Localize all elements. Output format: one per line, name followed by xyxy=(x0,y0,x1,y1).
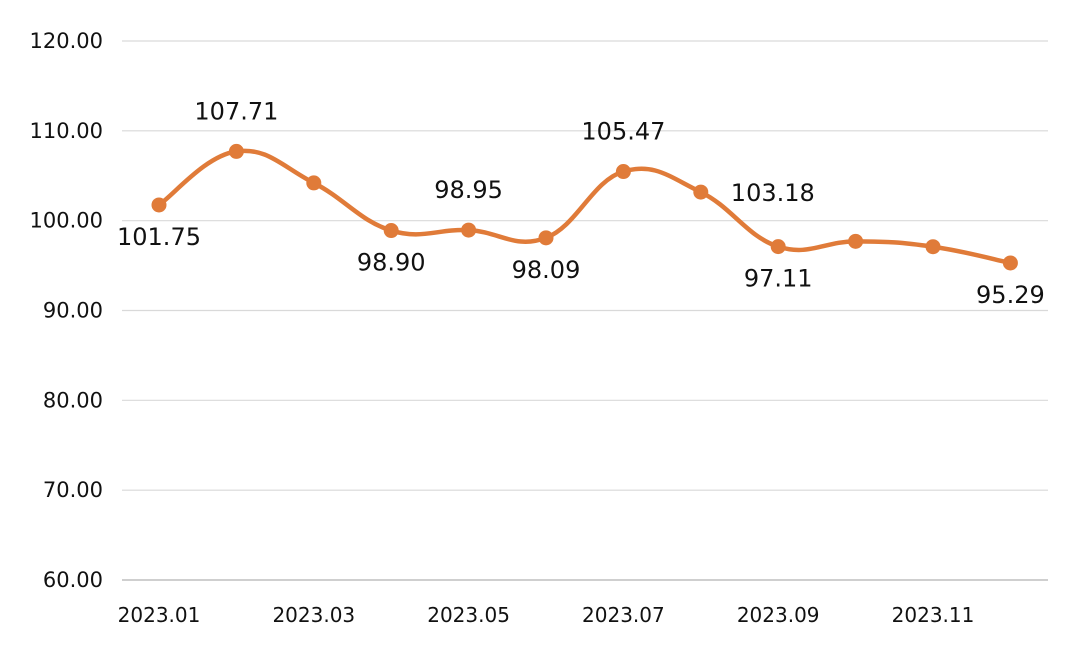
x-axis-ticks: 2023.01 2023.03 2023.05 2023.07 2023.09 2023.… xyxy=(118,603,975,627)
data-label-2023.06: 98.09 xyxy=(512,256,581,284)
y-tick-label: 90.00 xyxy=(43,299,103,323)
data-label-2023.09: 97.11 xyxy=(744,265,813,293)
data-label-2023.08: 103.18 xyxy=(731,179,815,207)
x-tick-label: 2023.05 xyxy=(427,603,510,627)
data-point-2023.09 xyxy=(770,239,786,255)
y-tick-label: 70.00 xyxy=(43,478,103,502)
y-tick-label: 80.00 xyxy=(43,388,103,412)
data-label-2023.07: 105.47 xyxy=(581,118,665,146)
data-label-2023.01: 101.75 xyxy=(117,223,201,251)
data-point-2023.12 xyxy=(1002,255,1018,271)
data-label-2023.02: 107.71 xyxy=(194,97,278,125)
y-tick-label: 60.00 xyxy=(43,568,103,592)
data-point-2023.02 xyxy=(228,143,244,159)
data-point-2023.05 xyxy=(461,222,477,238)
y-tick-label: 100.00 xyxy=(30,209,103,233)
data-label-2023.05: 98.95 xyxy=(434,176,503,204)
data-label-2023.12: 95.29 xyxy=(976,281,1045,309)
data-point-2023.08 xyxy=(693,184,709,200)
data-point-2023.10 xyxy=(848,233,864,249)
y-axis-ticks: 60.00 70.00 80.00 90.00 100.00 110.00 120.00 xyxy=(30,29,103,592)
x-tick-label: 2023.11 xyxy=(892,603,975,627)
data-point-2023.03 xyxy=(306,175,322,191)
y-tick-label: 110.00 xyxy=(30,119,103,143)
data-point-2023.04 xyxy=(383,223,399,239)
data-point-2023.01 xyxy=(151,197,167,213)
data-point-2023.07 xyxy=(615,164,631,180)
x-tick-label: 2023.09 xyxy=(737,603,820,627)
data-point-2023.11 xyxy=(925,239,941,255)
x-tick-label: 2023.07 xyxy=(582,603,665,627)
data-label-2023.04: 98.90 xyxy=(357,249,426,277)
series-line xyxy=(156,148,1013,266)
series-points xyxy=(151,143,1018,271)
series-line-path xyxy=(156,148,1013,266)
grid-lines xyxy=(122,40,1048,581)
x-tick-label: 2023.03 xyxy=(272,603,355,627)
y-tick-label: 120.00 xyxy=(30,29,103,53)
x-tick-label: 2023.01 xyxy=(118,603,201,627)
data-labels: 101.75 107.71 98.90 98.95 98.09 105.47 103.18 9… xyxy=(117,97,1045,309)
data-point-2023.06 xyxy=(538,230,554,246)
